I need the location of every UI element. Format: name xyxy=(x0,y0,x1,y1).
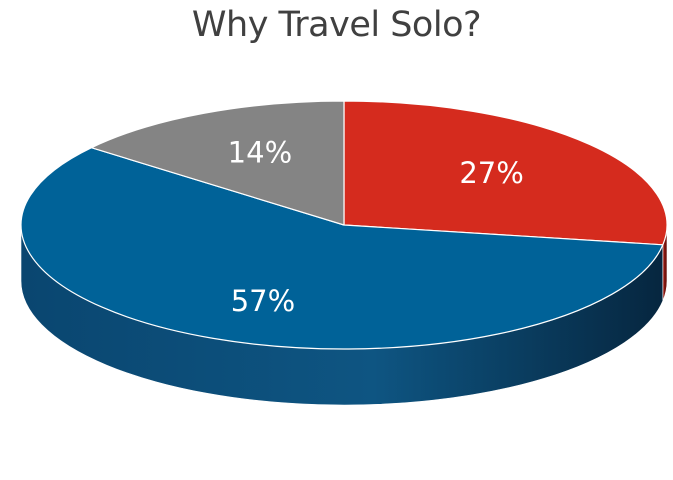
data-label-57pct: 57% xyxy=(231,284,295,318)
chart-title: Why Travel Solo? xyxy=(191,5,482,45)
data-label-14pct: 14% xyxy=(228,136,292,170)
data-label-27pct: 27% xyxy=(459,156,523,190)
pie-slice-14pct xyxy=(90,100,345,226)
pie-slice-27pct xyxy=(343,100,668,246)
pie-slice-57pct xyxy=(20,147,664,350)
